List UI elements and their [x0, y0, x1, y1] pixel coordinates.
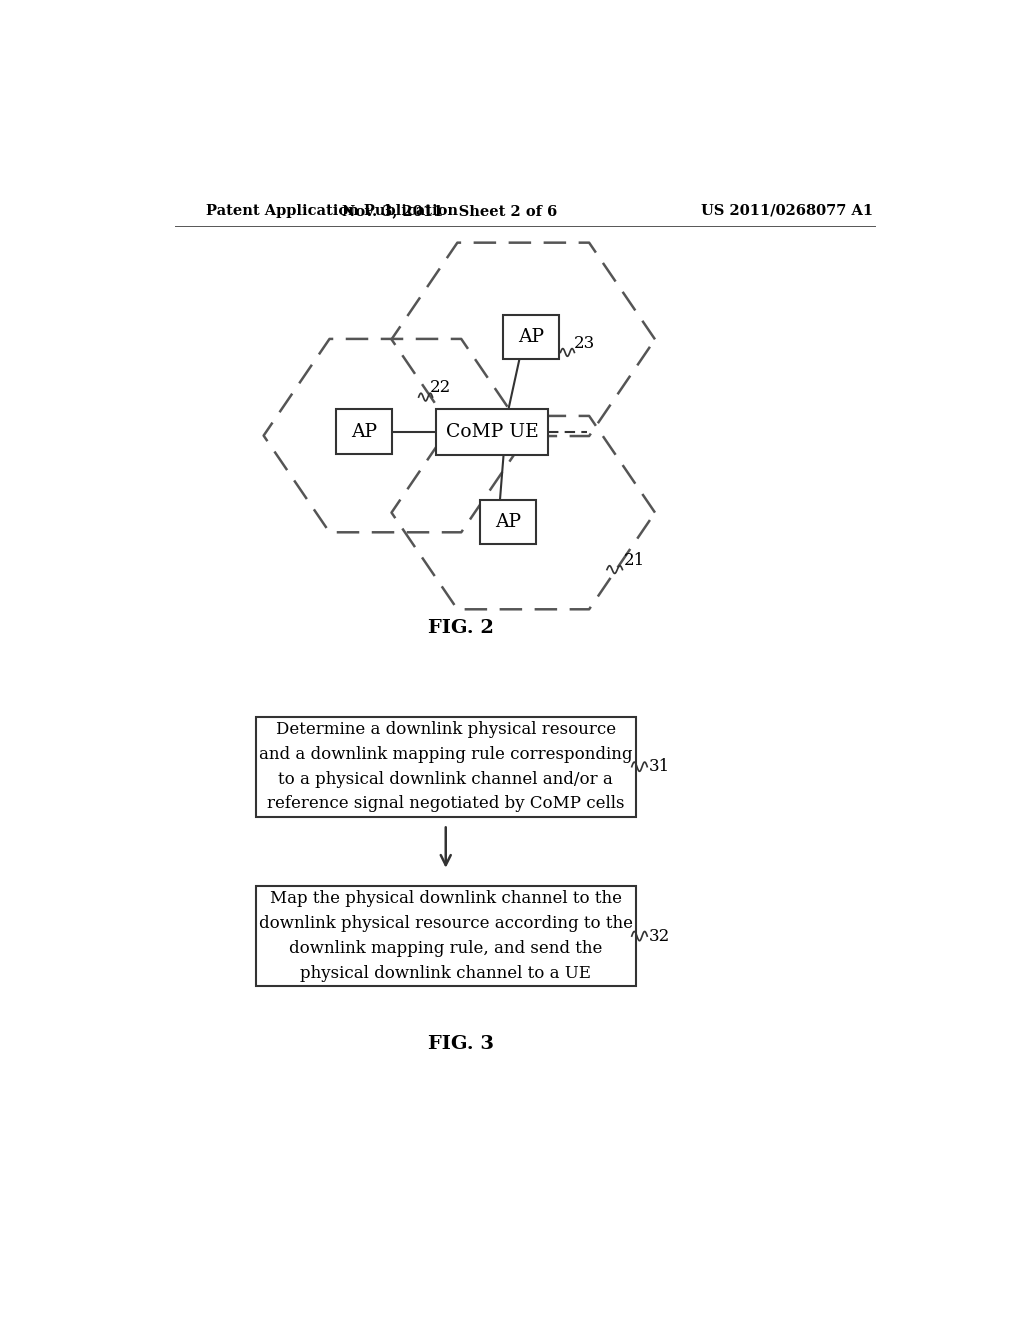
- FancyBboxPatch shape: [337, 409, 392, 454]
- Text: Nov. 3, 2011   Sheet 2 of 6: Nov. 3, 2011 Sheet 2 of 6: [342, 203, 557, 218]
- Text: AP: AP: [518, 329, 544, 346]
- Text: AP: AP: [351, 422, 378, 441]
- FancyBboxPatch shape: [256, 717, 636, 817]
- Text: CoMP UE: CoMP UE: [445, 422, 539, 441]
- Text: US 2011/0268077 A1: US 2011/0268077 A1: [700, 203, 872, 218]
- Text: FIG. 3: FIG. 3: [428, 1035, 495, 1053]
- Text: Patent Application Publication: Patent Application Publication: [206, 203, 458, 218]
- FancyBboxPatch shape: [503, 314, 559, 359]
- Text: 31: 31: [649, 758, 670, 775]
- Text: FIG. 2: FIG. 2: [428, 619, 495, 638]
- Text: 22: 22: [430, 379, 452, 396]
- Text: AP: AP: [495, 513, 521, 531]
- FancyBboxPatch shape: [256, 886, 636, 986]
- Text: 32: 32: [649, 928, 670, 945]
- FancyBboxPatch shape: [436, 409, 549, 455]
- Text: 21: 21: [624, 552, 645, 569]
- Text: 23: 23: [573, 335, 595, 351]
- Text: Determine a downlink physical resource
and a downlink mapping rule corresponding: Determine a downlink physical resource a…: [259, 721, 633, 812]
- Text: Map the physical downlink channel to the
downlink physical resource according to: Map the physical downlink channel to the…: [259, 891, 633, 982]
- FancyBboxPatch shape: [480, 499, 536, 544]
